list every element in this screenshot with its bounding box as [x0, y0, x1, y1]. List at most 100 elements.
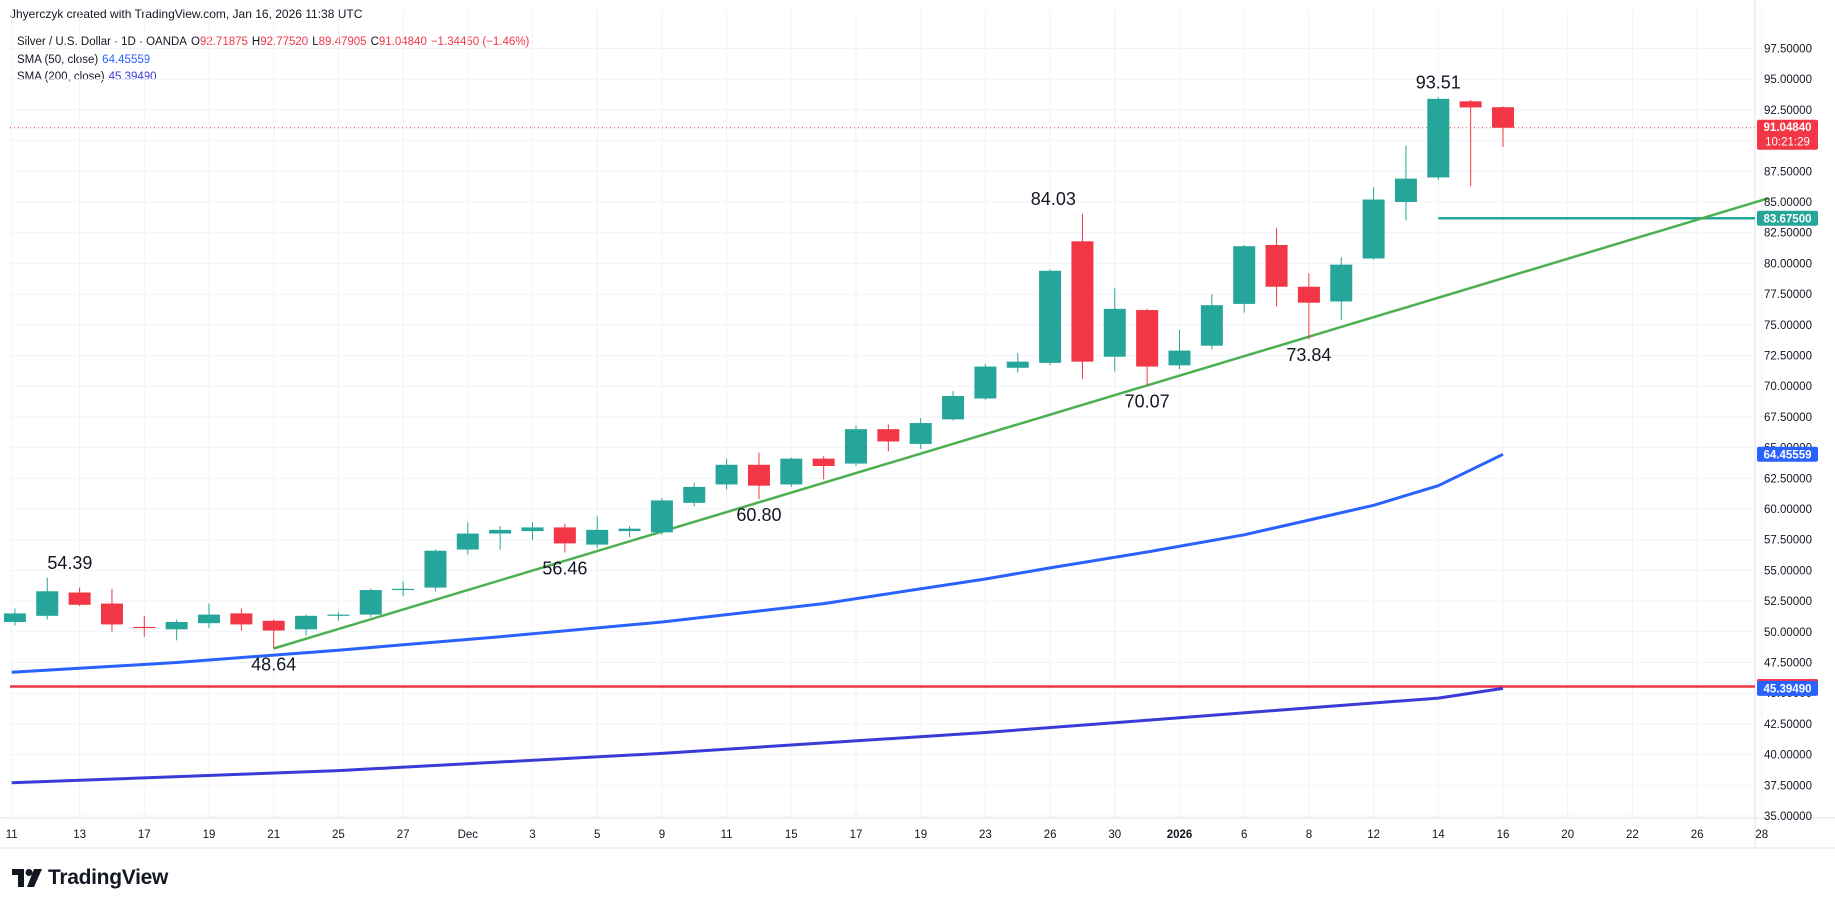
y-tick-label: 37.50000 — [1764, 780, 1812, 792]
candle-body — [1039, 270, 1062, 363]
candle-body — [521, 527, 544, 532]
candle — [3, 608, 26, 626]
candle — [1200, 294, 1223, 350]
chart-credit: Jhyerczyk created with TradingView.com, … — [10, 7, 363, 21]
tradingview-logo-icon — [12, 869, 42, 887]
candle-body — [1168, 350, 1191, 366]
axis-price-label-bg — [1757, 119, 1818, 150]
y-tick-label: 67.50000 — [1764, 412, 1812, 424]
candle-body — [780, 458, 803, 485]
price-annotation: 56.46 — [542, 558, 587, 578]
candle — [942, 391, 965, 421]
candle — [1071, 213, 1094, 379]
candle-body — [424, 550, 447, 588]
sma50-label: SMA (50, close) — [17, 53, 99, 66]
candle — [1492, 106, 1514, 147]
price-annotation: 54.39 — [47, 553, 92, 573]
x-tick-label: 11 — [721, 829, 733, 841]
candle-body — [812, 458, 835, 467]
candle-body — [1265, 244, 1288, 287]
candle — [974, 364, 997, 400]
y-tick-label: 95.00000 — [1764, 74, 1812, 86]
candle — [521, 522, 544, 540]
x-tick-label: 19 — [914, 829, 927, 841]
x-tick-label: 20 — [1561, 829, 1574, 841]
candle-body — [974, 366, 997, 399]
chart-legend: Silver / U.S. Dollar · 1D · OANDA O92.71… — [17, 34, 529, 87]
candle-body — [553, 527, 576, 544]
candle — [1362, 187, 1385, 260]
price-annotation: 73.84 — [1286, 345, 1331, 365]
y-tick-label: 80.00000 — [1764, 258, 1812, 270]
candle — [133, 615, 156, 637]
candle — [36, 577, 59, 620]
candle — [1006, 353, 1029, 373]
candle-body — [1297, 286, 1320, 303]
candle-body — [747, 464, 770, 486]
time-axis: 11 13 17 19 21 25 27 Dec 3 5 9 11 15 17 19 23 26 30 2026 6 8… — [6, 829, 1769, 841]
candle — [1297, 273, 1320, 340]
x-tick-label: 5 — [594, 829, 600, 841]
candle — [1427, 97, 1450, 180]
x-tick-label: 26 — [1044, 829, 1057, 841]
candle — [262, 619, 285, 649]
sma50-row[interactable]: SMA (50, close) 64.45559 — [17, 52, 529, 70]
x-tick-label: 30 — [1108, 829, 1121, 841]
candle — [68, 587, 91, 607]
candle — [1136, 308, 1159, 386]
candles — [3, 97, 1514, 649]
axis-price-label-bg — [1757, 210, 1818, 226]
x-tick-label: 15 — [785, 829, 798, 841]
x-tick-label: 13 — [73, 829, 86, 841]
candle — [392, 581, 415, 597]
x-tick-label: 16 — [1497, 829, 1510, 841]
candle-body — [262, 620, 285, 631]
axis-price-label-text: 64.45559 — [1764, 449, 1812, 461]
candle — [747, 452, 770, 500]
x-tick-label: 9 — [659, 829, 665, 841]
brand[interactable]: TradingView — [12, 866, 168, 890]
y-tick-label: 47.50000 — [1764, 658, 1812, 670]
axis-price-label: 64.45559 — [1757, 446, 1818, 462]
candle-body — [586, 529, 609, 545]
price-annotation: 70.07 — [1125, 391, 1170, 411]
candle-body — [327, 614, 350, 616]
candle — [327, 612, 350, 621]
y-tick-label: 52.50000 — [1764, 596, 1812, 608]
candle — [715, 458, 738, 490]
y-tick-label: 50.00000 — [1764, 627, 1812, 639]
candle — [618, 526, 641, 538]
y-tick-label: 75.00000 — [1764, 320, 1812, 332]
x-tick-label: 17 — [138, 829, 151, 841]
candle-body — [1200, 305, 1223, 346]
x-tick-label: 8 — [1306, 829, 1312, 841]
candle-body — [1492, 107, 1514, 128]
candle-body — [1103, 308, 1126, 357]
candle-body — [650, 500, 673, 533]
y-tick-label: 70.00000 — [1764, 381, 1812, 393]
candle — [812, 456, 835, 480]
candle — [877, 424, 900, 452]
candle-body — [1136, 310, 1159, 367]
x-tick-label: 19 — [203, 829, 216, 841]
candle — [1330, 257, 1353, 320]
candle-body — [1006, 361, 1029, 368]
x-tick-label: 26 — [1691, 829, 1704, 841]
axis-price-label: 45.39490 — [1757, 680, 1818, 696]
y-tick-label: 60.00000 — [1764, 504, 1812, 516]
axis-price-label-text: 91.04840 — [1764, 122, 1812, 134]
high-value: 92.77520 — [260, 36, 309, 48]
x-tick-label: 25 — [332, 829, 345, 841]
candle-body — [1330, 264, 1353, 302]
candle-body — [165, 621, 188, 630]
candle-body — [845, 429, 867, 464]
candle-body — [618, 528, 641, 532]
x-tick-label: 17 — [850, 829, 863, 841]
low-value: 89.47905 — [318, 36, 367, 48]
candle-body — [1071, 241, 1094, 362]
trendline — [273, 197, 1769, 650]
candle-body — [877, 429, 900, 442]
sma200-line — [11, 686, 1504, 785]
candle-body — [1233, 246, 1256, 304]
